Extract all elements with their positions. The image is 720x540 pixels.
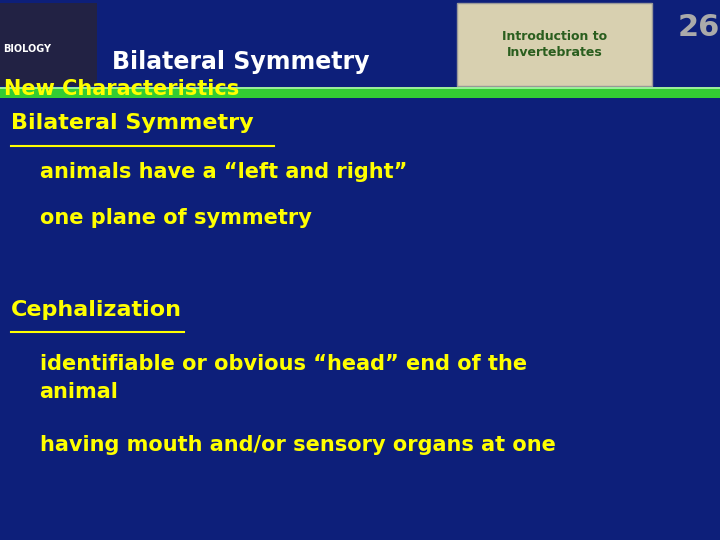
Text: Bilateral Symmetry: Bilateral Symmetry xyxy=(11,113,253,133)
Text: Bilateral Symmetry: Bilateral Symmetry xyxy=(112,50,369,74)
Text: identifiable or obvious “head” end of the
animal: identifiable or obvious “head” end of th… xyxy=(40,354,527,402)
Text: 26: 26 xyxy=(678,12,719,42)
Bar xyxy=(0,89,720,98)
Text: animals have a “left and right”: animals have a “left and right” xyxy=(40,162,407,182)
Bar xyxy=(0,87,720,89)
Text: one plane of symmetry: one plane of symmetry xyxy=(40,208,312,228)
Text: BIOLOGY: BIOLOGY xyxy=(4,44,52,53)
Bar xyxy=(457,3,652,86)
Text: Cephalization: Cephalization xyxy=(11,300,181,320)
Bar xyxy=(0,3,97,86)
Text: New Characteristics: New Characteristics xyxy=(4,79,239,99)
Text: Introduction to
Invertebrates: Introduction to Invertebrates xyxy=(502,30,607,59)
Text: having mouth and/or sensory organs at one: having mouth and/or sensory organs at on… xyxy=(40,435,555,455)
